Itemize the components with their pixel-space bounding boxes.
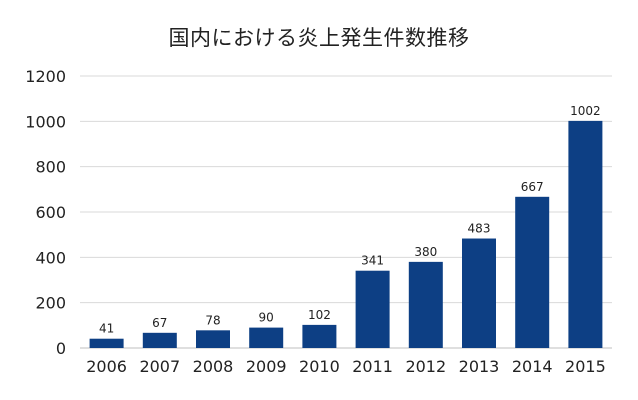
y-tick-label: 1000 — [25, 112, 66, 131]
data-label: 67 — [152, 316, 167, 330]
data-labels: 41 67 78 90 102 341 380 483 667 1002 — [99, 104, 601, 336]
x-tick-label: 2015 — [565, 357, 606, 376]
data-label: 380 — [414, 245, 437, 259]
bar-2008 — [196, 330, 230, 348]
bar-2015 — [568, 120, 603, 348]
x-tick-label: 2011 — [352, 357, 393, 376]
x-tick-label: 2010 — [299, 357, 340, 376]
bar-2013 — [462, 238, 496, 348]
y-tick-label: 1200 — [25, 67, 66, 86]
x-tick-label: 2007 — [139, 357, 180, 376]
bar-2007 — [142, 332, 177, 348]
y-tick-label: 0 — [56, 339, 66, 358]
x-tick-label: 2014 — [512, 357, 553, 376]
chart-title: 国内における炎上発生件数推移 — [168, 26, 470, 50]
y-axis-labels: 0 200 400 600 800 1000 1200 — [25, 67, 66, 358]
bars — [89, 120, 603, 348]
x-axis-labels: 2006 2007 2008 2009 2010 2011 2012 2013 2014 2015 — [86, 357, 606, 376]
data-label: 667 — [521, 180, 544, 194]
bar-2006 — [89, 338, 124, 348]
x-tick-label: 2013 — [459, 357, 500, 376]
data-label: 341 — [361, 254, 384, 268]
y-tick-label: 400 — [35, 248, 66, 267]
data-label: 90 — [259, 311, 274, 325]
data-label: 1002 — [570, 104, 601, 118]
y-tick-label: 600 — [35, 203, 66, 222]
data-label: 102 — [308, 308, 331, 322]
bar-2011 — [355, 270, 390, 348]
bar-2010 — [302, 324, 337, 348]
x-tick-label: 2012 — [405, 357, 446, 376]
x-tick-label: 2006 — [86, 357, 127, 376]
data-label: 78 — [205, 313, 220, 327]
y-tick-label: 200 — [35, 294, 66, 313]
x-tick-label: 2009 — [246, 357, 287, 376]
data-label: 483 — [468, 222, 491, 236]
bar-2014 — [515, 196, 550, 348]
data-label: 41 — [99, 322, 114, 336]
x-tick-label: 2008 — [193, 357, 234, 376]
bar-2009 — [249, 327, 284, 348]
y-tick-label: 800 — [35, 158, 66, 177]
bar-2012 — [408, 261, 443, 348]
